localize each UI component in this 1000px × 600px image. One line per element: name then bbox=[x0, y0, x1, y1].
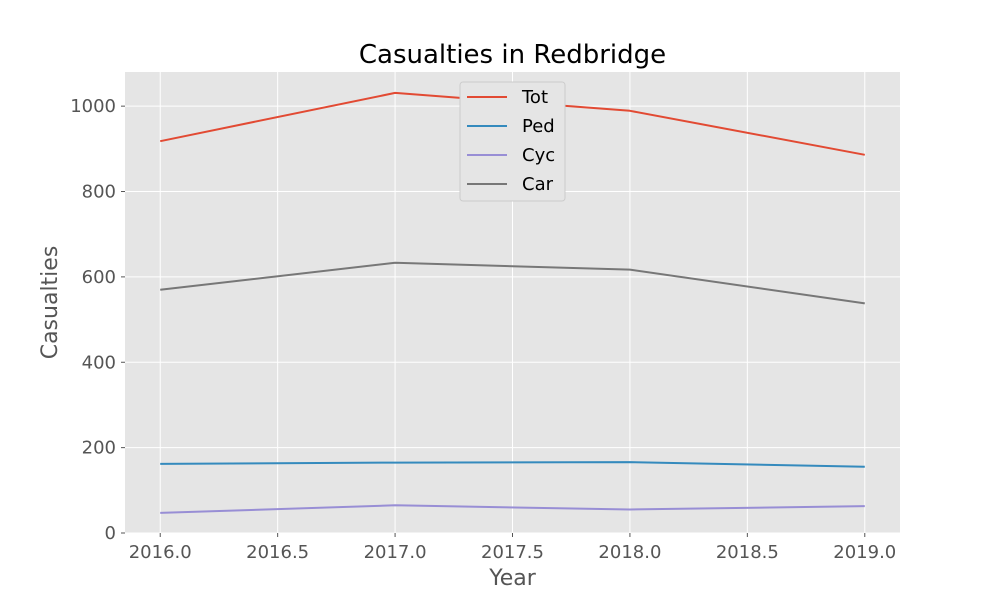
x-tick-label: 2019.0 bbox=[833, 542, 896, 563]
y-axis-ticks: 0 200 400 600 800 1000 bbox=[70, 96, 125, 544]
y-tick-label: 600 bbox=[82, 267, 116, 288]
legend: Tot Ped Cyc Car bbox=[459, 81, 566, 202]
legend-label-cyc: Cyc bbox=[522, 145, 555, 166]
x-tick-label: 2016.0 bbox=[129, 542, 192, 563]
y-tick-label: 1000 bbox=[70, 96, 116, 117]
y-tick-label: 800 bbox=[82, 182, 116, 203]
x-tick-label: 2018.5 bbox=[716, 542, 779, 563]
x-axis-ticks: 2016.0 2016.5 2017.0 2017.5 2018.0 2018.5 2019… bbox=[129, 533, 896, 563]
x-tick-label: 2018.0 bbox=[598, 542, 661, 563]
series-line-cyc bbox=[160, 504, 865, 514]
x-tick-label: 2017.5 bbox=[481, 542, 544, 563]
x-tick-label: 2016.5 bbox=[246, 542, 309, 563]
chart-title: Casualties in Redbridge bbox=[359, 40, 666, 70]
grid bbox=[125, 72, 900, 534]
legend-box bbox=[459, 81, 566, 202]
legend-label-car: Car bbox=[522, 174, 554, 195]
y-tick-label: 200 bbox=[82, 438, 116, 459]
series-line-ped bbox=[160, 461, 865, 468]
y-axis-label: Casualties bbox=[38, 246, 63, 360]
legend-label-tot: Tot bbox=[521, 87, 548, 108]
series-line-car bbox=[160, 261, 865, 305]
y-tick-label: 400 bbox=[82, 352, 116, 373]
legend-label-ped: Ped bbox=[522, 116, 555, 137]
x-axis-label: Year bbox=[488, 566, 537, 591]
x-tick-label: 2017.0 bbox=[364, 542, 427, 563]
y-tick-label: 0 bbox=[105, 523, 116, 544]
